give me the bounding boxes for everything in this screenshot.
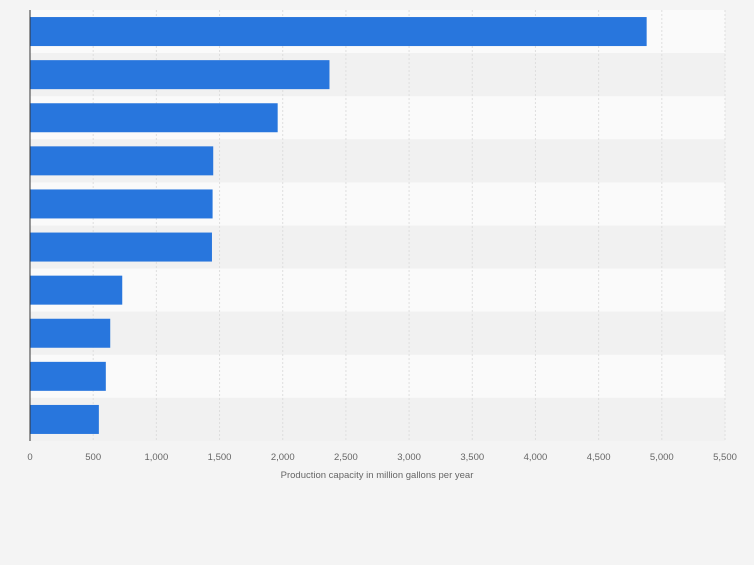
row-band — [30, 397, 725, 441]
row-band — [30, 311, 725, 355]
row-band — [30, 268, 725, 312]
bar[interactable] — [30, 404, 99, 434]
x-tick-label: 1,500 — [208, 452, 232, 463]
x-tick-labels: 0 500 1,000 1,500 2,000 2,500 3,000 3,500 4,000 4… — [27, 452, 737, 463]
x-tick-label: 3,500 — [460, 452, 484, 463]
x-tick-label: 5,500 — [713, 452, 737, 463]
x-axis-label: Production capacity in million gallons p… — [281, 470, 474, 481]
bar[interactable] — [30, 146, 214, 176]
x-tick-label: 4,000 — [524, 452, 548, 463]
x-tick-label: 5,000 — [650, 452, 674, 463]
bar[interactable] — [30, 103, 278, 133]
bar[interactable] — [30, 232, 212, 262]
bar[interactable] — [30, 361, 106, 391]
x-tick-label: 0 — [27, 452, 32, 463]
x-tick-label: 500 — [85, 452, 101, 463]
bars — [30, 17, 647, 434]
bar[interactable] — [30, 318, 111, 348]
bar[interactable] — [30, 189, 213, 219]
bar[interactable] — [30, 60, 330, 90]
bar[interactable] — [30, 17, 647, 47]
x-tick-label: 4,500 — [587, 452, 611, 463]
bar[interactable] — [30, 275, 123, 305]
x-tick-label: 3,000 — [397, 452, 421, 463]
x-tick-label: 1,000 — [144, 452, 168, 463]
x-tick-label: 2,000 — [271, 452, 295, 463]
x-tick-label: 2,500 — [334, 452, 358, 463]
row-band — [30, 354, 725, 398]
